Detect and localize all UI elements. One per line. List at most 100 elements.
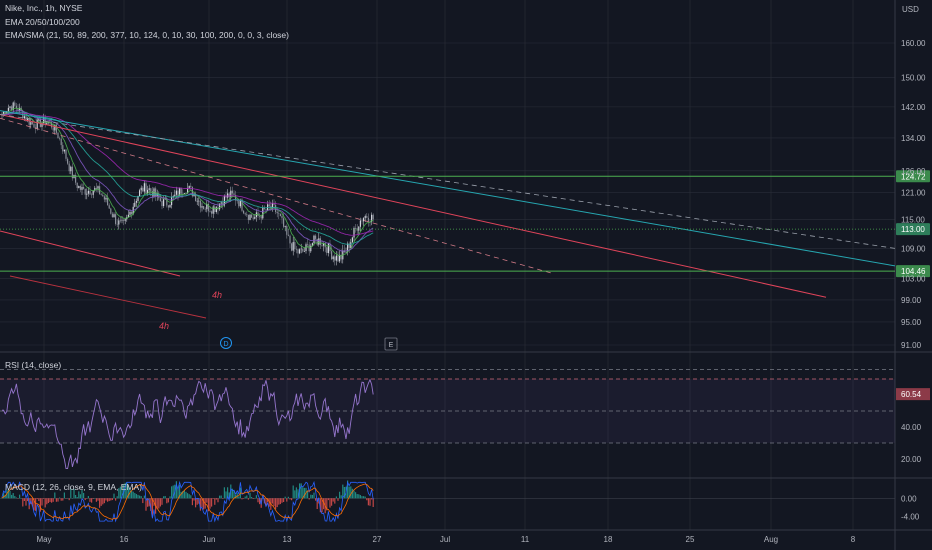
macd-hist-bar xyxy=(175,481,177,499)
ema-line-2 xyxy=(1,111,374,245)
macd-hist-bar xyxy=(311,494,313,499)
candle-body xyxy=(289,235,291,244)
candle-body xyxy=(223,195,225,206)
candle-body xyxy=(62,145,64,152)
macd-hist-bar xyxy=(369,498,371,506)
candle-body xyxy=(225,195,227,198)
candle-body xyxy=(107,197,109,206)
candle-body xyxy=(267,204,269,210)
ema-sma-indicator-label[interactable]: EMA/SMA (21, 50, 89, 200, 377, 10, 124, … xyxy=(5,30,289,40)
channel-4h-red xyxy=(9,275,207,319)
macd-hist-bar xyxy=(89,498,91,502)
macd-hist-bar xyxy=(209,498,211,509)
candle-body xyxy=(327,243,329,253)
time-tick-0: May xyxy=(36,535,51,544)
event-markers[interactable]: D E 4h 4h xyxy=(159,290,398,351)
macd-hist-bar xyxy=(201,498,203,508)
candle-body xyxy=(111,213,113,218)
candle-body xyxy=(222,202,224,206)
level-badge-label-0: 124.72 xyxy=(901,172,926,181)
candle-body xyxy=(337,255,339,262)
candle-body xyxy=(100,194,102,196)
macd-hist-bar xyxy=(351,488,353,499)
candle-body xyxy=(348,243,350,248)
macd-hist-bar xyxy=(68,498,70,501)
macd-hist-bar xyxy=(100,498,102,506)
ema-line-0 xyxy=(1,107,374,257)
macd-hist-bar xyxy=(103,498,105,504)
macd-line xyxy=(1,480,374,523)
macd-hist-bar xyxy=(44,498,46,508)
candle-body xyxy=(143,183,145,192)
macd-hist-bar xyxy=(70,488,72,499)
macd-hist-bar xyxy=(140,496,142,499)
macd-hist-bar xyxy=(4,495,6,499)
macd-hist-bar xyxy=(297,489,299,499)
price-unit-label[interactable]: USD xyxy=(902,5,919,14)
macd-hist-bar xyxy=(7,489,9,499)
candle-body xyxy=(129,211,131,215)
price-tick-2: 142.00 xyxy=(901,103,926,112)
macd-hist-bar xyxy=(316,498,318,510)
macd-hist-bar xyxy=(11,494,13,499)
macd-label[interactable]: MACD (12, 26, close, 9, EMA, EMA) xyxy=(5,482,142,492)
candle-body xyxy=(89,190,91,195)
rsi-label[interactable]: RSI (14, close) xyxy=(5,360,62,370)
macd-hist-bar xyxy=(302,487,304,499)
candle-body xyxy=(161,201,163,207)
macd-hist-bar xyxy=(225,491,227,499)
timeframe-label-1: 4h xyxy=(212,290,222,300)
macd-hist-bar xyxy=(276,498,278,508)
level-badge-2 xyxy=(896,265,930,278)
macd-hist-bar xyxy=(289,498,291,500)
candle-body xyxy=(292,242,294,251)
candle-body xyxy=(227,193,229,198)
macd-hist-bar xyxy=(171,486,173,499)
trendlines[interactable] xyxy=(0,110,896,319)
macd-hist-bar xyxy=(222,498,224,499)
candle-body xyxy=(260,216,262,219)
candle-body xyxy=(334,256,336,261)
macd-hist-bar xyxy=(281,498,283,503)
macd-hist-bar xyxy=(132,491,134,499)
candle-body xyxy=(335,255,337,261)
candle-body xyxy=(195,194,197,202)
macd-hist-bar xyxy=(163,496,165,499)
macd-hist-bar xyxy=(19,494,21,499)
candle-body xyxy=(3,111,5,115)
macd-hist-bar xyxy=(185,491,187,499)
macd-hist-bar xyxy=(38,498,40,501)
macd-hist-bar xyxy=(187,493,189,499)
candle-body xyxy=(150,188,152,192)
time-tick-6: 11 xyxy=(521,535,530,544)
macd-hist-bar xyxy=(92,498,94,499)
candle-body xyxy=(231,190,233,194)
macd-hist-bar xyxy=(127,485,129,499)
horizontal-levels[interactable]: 124.72 113.00 104.46 xyxy=(0,170,930,278)
candle-body xyxy=(174,194,176,197)
candle-body xyxy=(182,193,184,195)
macd-hist-bar xyxy=(212,498,214,499)
candle-body xyxy=(33,123,35,128)
candle-body xyxy=(201,206,203,208)
candle-body xyxy=(131,211,133,215)
candle-body xyxy=(123,220,125,221)
symbol-title[interactable]: Nike, Inc., 1h, NYSE xyxy=(5,3,83,13)
candle-body xyxy=(318,238,320,245)
candle-body xyxy=(199,200,201,208)
macd-pane xyxy=(0,480,895,523)
ema-indicator-label[interactable]: EMA 20/50/100/200 xyxy=(5,17,80,27)
macd-hist-bar xyxy=(364,496,366,499)
macd-tick-1: -4.00 xyxy=(901,513,920,522)
candle-body xyxy=(55,124,57,133)
candle-body xyxy=(361,220,363,222)
macd-hist-bar xyxy=(332,498,334,502)
macd-hist-bar xyxy=(278,498,280,505)
macd-hist-bar xyxy=(335,496,337,499)
candle-body xyxy=(46,122,48,125)
candle-body xyxy=(281,215,283,219)
candle-body xyxy=(23,116,25,119)
candle-body xyxy=(94,187,96,191)
macd-hist-bar xyxy=(111,498,113,501)
